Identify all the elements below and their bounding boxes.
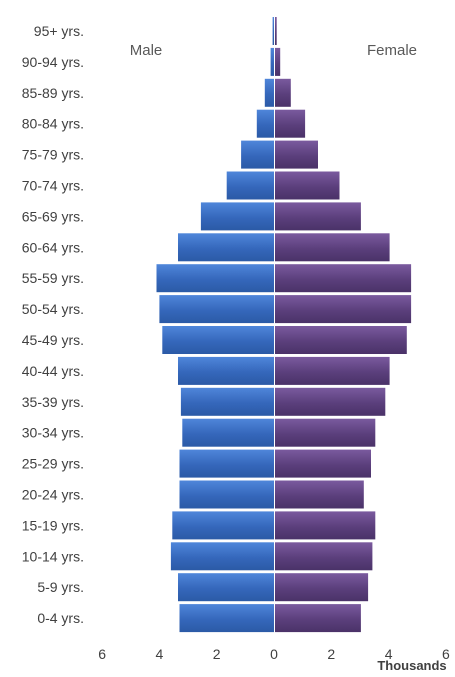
female-bar-65-69-yrs: [275, 202, 361, 231]
category-label: 0-4 yrs.: [37, 610, 84, 626]
category-label: 15-19 yrs.: [22, 517, 84, 533]
male-bar-20-24-yrs: [179, 480, 274, 509]
female-bar-90-94-yrs: [275, 47, 281, 76]
male-bar-35-39-yrs: [180, 387, 274, 416]
female-bar-30-34-yrs: [275, 418, 376, 447]
female-bar-15-19-yrs: [275, 511, 376, 540]
female-bar-55-59-yrs: [275, 264, 412, 293]
female-bar-40-44-yrs: [275, 356, 390, 385]
category-label: 5-9 yrs.: [37, 579, 84, 595]
male-bar-30-34-yrs: [182, 418, 274, 447]
category-label: 20-24 yrs.: [22, 487, 84, 503]
category-label: 90-94 yrs.: [22, 54, 84, 70]
category-label: 70-74 yrs.: [22, 178, 84, 194]
male-bar-80-84-yrs: [256, 109, 274, 138]
category-label: 80-84 yrs.: [22, 116, 84, 132]
male-bar-10-14-yrs: [170, 542, 274, 571]
male-bar-15-19-yrs: [172, 511, 274, 540]
female-bar-45-49-yrs: [275, 326, 407, 354]
x-tick-label: 2: [327, 646, 335, 662]
male-bar-45-49-yrs: [162, 326, 274, 354]
category-label: 60-64 yrs.: [22, 239, 84, 255]
female-bar-0-4-yrs: [275, 604, 361, 633]
female-bar-60-64-yrs: [275, 233, 390, 262]
x-tick-labels: 6 4 2 0 2 4 6: [98, 646, 450, 662]
male-bar-5-9-yrs: [178, 573, 274, 602]
x-tick-label: 2: [213, 646, 221, 662]
category-label: 50-54 yrs.: [22, 301, 84, 317]
female-bar-95+-yrs: [275, 17, 277, 45]
female-bar-75-79-yrs: [275, 140, 318, 169]
male-bar-70-74-yrs: [226, 171, 274, 200]
female-bar-25-29-yrs: [275, 449, 371, 478]
male-bar-50-54-yrs: [159, 295, 274, 324]
category-label: 25-29 yrs.: [22, 456, 84, 472]
x-tick-label: 4: [156, 646, 164, 662]
male-bar-65-69-yrs: [200, 202, 274, 231]
female-bar-50-54-yrs: [275, 295, 412, 324]
female-bar-20-24-yrs: [275, 480, 364, 509]
category-label: 10-14 yrs.: [22, 548, 84, 564]
category-label: 85-89 yrs.: [22, 85, 84, 101]
category-labels: 0-4 yrs. 5-9 yrs. 10-14 yrs. 15-19 yrs. 20-2…: [22, 23, 84, 626]
x-axis-unit-label: Thousands: [377, 658, 446, 673]
female-bar-85-89-yrs: [275, 78, 291, 107]
bars-group: [156, 17, 412, 633]
category-label: 35-39 yrs.: [22, 394, 84, 410]
category-label: 65-69 yrs.: [22, 208, 84, 224]
female-series-label: Female: [367, 42, 417, 59]
male-bar-85-89-yrs: [264, 78, 274, 107]
x-tick-label: 0: [270, 646, 278, 662]
male-bar-40-44-yrs: [178, 356, 274, 385]
male-bar-90-94-yrs: [270, 47, 274, 76]
male-bar-55-59-yrs: [156, 264, 274, 293]
category-label: 75-79 yrs.: [22, 147, 84, 163]
female-bar-70-74-yrs: [275, 171, 340, 200]
category-label: 30-34 yrs.: [22, 425, 84, 441]
male-bar-95+-yrs: [272, 17, 274, 45]
category-label: 45-49 yrs.: [22, 332, 84, 348]
female-bar-80-84-yrs: [275, 109, 306, 138]
x-tick-label: 6: [442, 646, 450, 662]
male-bar-60-64-yrs: [178, 233, 274, 262]
female-bar-35-39-yrs: [275, 387, 386, 416]
male-bar-75-79-yrs: [241, 140, 274, 169]
category-label: 55-59 yrs.: [22, 270, 84, 286]
male-bar-25-29-yrs: [179, 449, 274, 478]
x-tick-label: 6: [98, 646, 106, 662]
female-bar-10-14-yrs: [275, 542, 373, 571]
male-series-label: Male: [130, 42, 163, 59]
female-bar-5-9-yrs: [275, 573, 369, 602]
category-label: 40-44 yrs.: [22, 363, 84, 379]
male-bar-0-4-yrs: [179, 604, 274, 633]
category-label: 95+ yrs.: [34, 23, 84, 39]
x-tick-label: 4: [385, 646, 393, 662]
